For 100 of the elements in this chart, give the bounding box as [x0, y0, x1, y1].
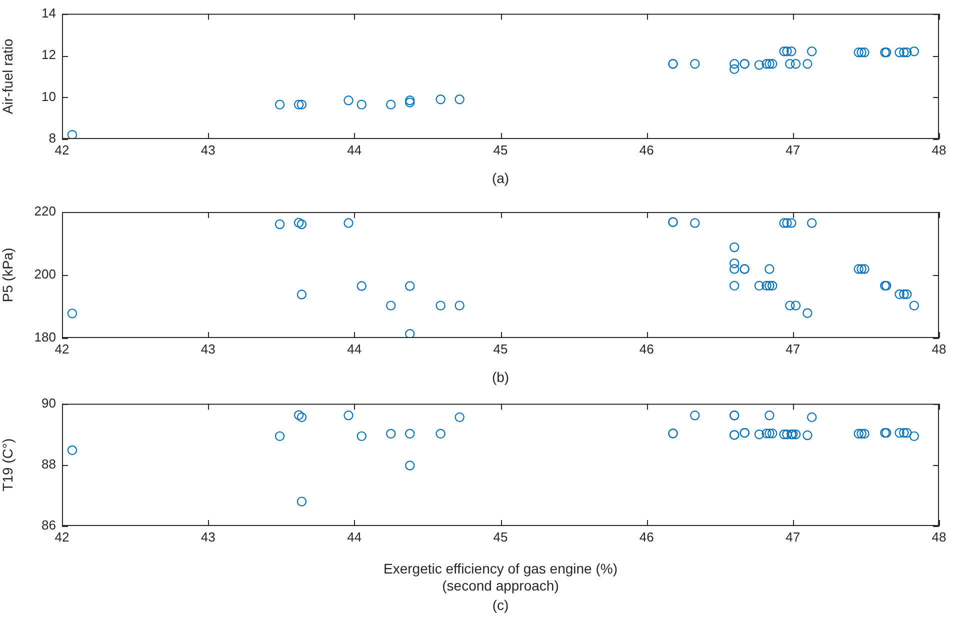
y-tick-label: 10: [42, 88, 56, 104]
point: [860, 428, 870, 439]
point: [386, 100, 396, 110]
point: [405, 460, 415, 470]
point: [730, 258, 740, 268]
point: [294, 100, 304, 110]
point: [67, 308, 78, 318]
x-tick-label: 42: [54, 341, 70, 356]
point: [296, 219, 307, 230]
point: [856, 428, 866, 439]
text: (a): [490, 170, 510, 186]
y-axis-title: P5 (kPa): [0, 248, 16, 302]
point: [768, 59, 778, 69]
point: [436, 300, 446, 310]
y-tick-label: 86: [42, 518, 56, 533]
point: [730, 64, 740, 74]
point: [454, 412, 464, 422]
x-tick-label: 43: [200, 341, 216, 356]
y-tick-label: 180: [34, 330, 56, 345]
x-tick-label: 42: [54, 142, 70, 158]
point: [754, 60, 764, 70]
x-tick-label: 44: [347, 142, 362, 158]
point: [802, 59, 812, 69]
point: [899, 428, 909, 438]
point: [764, 59, 774, 69]
point: [356, 281, 366, 291]
point: [768, 280, 778, 291]
y-tick-label: 8: [48, 130, 56, 146]
x-tick-label: 45: [493, 529, 508, 544]
point: [764, 428, 774, 438]
x-tick-label: 48: [932, 529, 946, 544]
y-axis-title: T19 (C°): [0, 438, 16, 492]
point: [762, 59, 772, 69]
point: [754, 280, 764, 291]
point: [274, 431, 285, 442]
y-axis-title: Air-fuel ratio: [0, 38, 16, 114]
point: [899, 48, 909, 58]
x-tick-label: 42: [54, 529, 70, 544]
point: [454, 300, 464, 310]
point: [902, 428, 912, 438]
x-tick-label: 48: [932, 341, 946, 356]
point: [356, 100, 366, 110]
point: [386, 300, 396, 310]
point: [782, 46, 792, 56]
point: [764, 280, 774, 291]
point: [405, 428, 415, 439]
point: [802, 430, 812, 440]
point: [690, 410, 700, 420]
x-tick-label: 46: [639, 142, 654, 158]
point: [785, 300, 795, 310]
point: [790, 430, 801, 440]
point: [754, 430, 764, 440]
point: [894, 48, 904, 58]
point: [386, 428, 396, 439]
x-tick-label: 45: [493, 142, 508, 158]
point: [854, 428, 864, 439]
point: [909, 46, 919, 56]
x-tick-label: 48: [932, 142, 946, 158]
point: [454, 94, 464, 104]
point: [730, 59, 740, 69]
point: [856, 48, 866, 58]
point: [730, 242, 740, 252]
point: [274, 219, 285, 230]
point: [344, 410, 354, 420]
point: [296, 412, 307, 422]
text: (b): [490, 369, 510, 385]
point: [854, 264, 864, 274]
point: [274, 100, 285, 110]
point: [405, 281, 415, 291]
point: [856, 264, 866, 274]
point: [790, 300, 801, 310]
x-tick-label: 47: [786, 529, 800, 544]
point: [902, 289, 912, 300]
point: [802, 308, 812, 318]
point: [779, 430, 789, 440]
point: [67, 445, 78, 456]
point: [762, 280, 772, 291]
point: [786, 46, 796, 56]
x-tick-label: 46: [639, 341, 654, 356]
point: [294, 218, 304, 228]
point: [779, 46, 789, 56]
point: [806, 218, 817, 228]
point: [782, 430, 792, 440]
point: [806, 412, 817, 422]
point: [296, 290, 307, 300]
point: [785, 59, 795, 69]
point: [296, 496, 307, 506]
x-tick-label: 46: [639, 529, 654, 544]
point: [899, 289, 909, 300]
x-tick-label: 44: [347, 529, 362, 544]
y-tick-label: 12: [42, 47, 56, 62]
point: [294, 410, 304, 420]
point: [356, 431, 366, 442]
point: [67, 130, 78, 139]
point: [786, 218, 796, 228]
point: [894, 428, 904, 438]
point: [690, 218, 700, 228]
point: [690, 59, 700, 69]
point: [296, 100, 307, 110]
y-tick-label: 90: [42, 395, 56, 410]
